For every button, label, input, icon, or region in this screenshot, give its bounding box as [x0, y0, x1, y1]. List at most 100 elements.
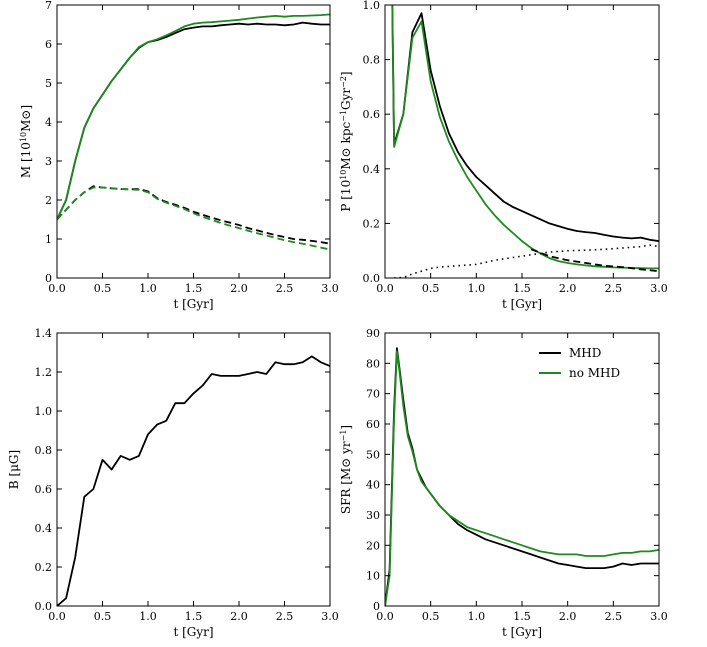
y-tick-label: 0.4 [35, 522, 53, 535]
x-tick-label: 3.0 [321, 610, 339, 623]
y-tick-label: 0.2 [363, 217, 381, 230]
x-tick-label: 2.5 [605, 282, 623, 295]
panel-bottom-right: 0.0 0.5 1.0 1.5 2.0 2.5 3.0 0 10 20 30 40 50 60 70 80 90… [339, 327, 668, 639]
y-tick-label: 90 [366, 327, 380, 340]
y-axis-label-part: Gyr [339, 88, 353, 110]
y-tick-label: 7 [45, 0, 52, 12]
x-tick-label: 2.0 [230, 282, 248, 295]
y-tick-label: 5 [45, 77, 52, 90]
y-tick-label: 60 [366, 418, 380, 431]
x-tick-label: 1.5 [185, 610, 203, 623]
y-axis-label: SFR [M⊙ yr−1] [339, 425, 354, 514]
y-axis-label: M [1010M⊙] [19, 105, 34, 178]
x-tick-label: 0.5 [422, 610, 440, 623]
x-tick-label: 2.5 [605, 610, 623, 623]
y-axis-label-part: M [10 [19, 142, 33, 178]
x-axis-label: t [Gyr] [173, 297, 213, 311]
y-axis-label: B [μG] [7, 450, 21, 489]
y-axis-label-part: SFR [M⊙ yr [339, 441, 353, 514]
y-tick-label: 0.0 [363, 272, 381, 285]
x-tick-label: 3.0 [650, 610, 668, 623]
y-tick-label: 1.0 [363, 0, 381, 12]
y-axis-label-part: ] [339, 425, 353, 430]
x-tick-label: 1.0 [139, 610, 157, 623]
y-axis-label-part: 10 [339, 170, 348, 180]
y-tick-label: 4 [45, 116, 52, 129]
y-tick-label: 0.0 [35, 600, 53, 613]
y-tick-label: 50 [366, 448, 380, 461]
y-tick-label: 0.8 [35, 444, 53, 457]
y-tick-label: 70 [366, 388, 380, 401]
y-tick-label: 0 [373, 600, 380, 613]
x-tick-label: 2.5 [276, 610, 294, 623]
x-tick-label: 0.0 [48, 610, 66, 623]
x-tick-label: 2.5 [276, 282, 294, 295]
series-no-mhd-dashed-line [57, 186, 330, 251]
panel-top-right: 0.0 0.5 1.0 1.5 2.0 2.5 3.0 0.0 0.2 0.4 0.6 0.8 1.0 t… [339, 0, 668, 311]
y-axis-label-part: M⊙] [19, 105, 33, 132]
series-mhd-line [57, 355, 330, 606]
y-axis-label-part: −1 [339, 430, 348, 442]
y-tick-label: 1.4 [35, 327, 53, 340]
x-axis-label: t [Gyr] [173, 625, 213, 639]
x-axis-label: t [Gyr] [502, 297, 542, 311]
x-tick-label: 2.0 [230, 610, 248, 623]
x-tick-label: 1.5 [185, 282, 203, 295]
x-tick-label: 1.5 [513, 610, 531, 623]
x-tick-label: 1.5 [513, 282, 531, 295]
y-tick-label: 0.8 [363, 54, 381, 67]
panel-top-left: 0.0 0.5 1.0 1.5 2.0 2.5 3.0 0 1 2 3 4 5 6 7 t [Gyr] M [1… [19, 0, 339, 311]
x-tick-label: 0.5 [94, 282, 112, 295]
y-tick-label: 3 [45, 155, 52, 168]
y-tick-label: 10 [366, 570, 380, 583]
y-tick-label: 80 [366, 357, 380, 370]
y-axis-label: P [1010M⊙ kpc−1Gyr−2] [339, 71, 354, 211]
y-axis-label-part: −2 [339, 76, 348, 88]
series-no-mhd-line [385, 350, 659, 606]
y-tick-label: 1.2 [35, 366, 53, 379]
y-axis-label-part: B [μG] [7, 450, 21, 489]
series-mhd-total-line [57, 21, 330, 220]
y-tick-label: 2 [45, 194, 52, 207]
y-tick-label: 20 [366, 539, 380, 552]
y-axis-label-part: ] [339, 71, 353, 76]
y-tick-label: 6 [45, 38, 52, 51]
y-tick-label: 0.4 [363, 163, 381, 176]
y-tick-label: 0.6 [35, 483, 53, 496]
legend-label-no-mhd: no MHD [569, 366, 620, 380]
y-tick-label: 1.0 [35, 405, 53, 418]
y-axis-label-part: 10 [19, 132, 28, 142]
axes-frame [56, 4, 331, 279]
x-tick-label: 2.0 [559, 282, 577, 295]
x-tick-label: 0.5 [94, 610, 112, 623]
x-tick-label: 0.5 [422, 282, 440, 295]
x-tick-label: 1.0 [468, 610, 486, 623]
series-mhd-dotted-line [394, 244, 659, 278]
x-tick-label: 1.0 [468, 282, 486, 295]
y-axis-label-part: −1 [339, 110, 348, 122]
x-axis-label: t [Gyr] [502, 625, 542, 639]
series-mhd-dashed-line [530, 248, 659, 273]
y-tick-label: 30 [366, 509, 380, 522]
axes-frame [56, 332, 331, 607]
series-mhd-line [385, 347, 659, 606]
legend-label-mhd: MHD [569, 346, 601, 360]
x-tick-label: 0.0 [376, 282, 394, 295]
x-tick-label: 0.0 [48, 282, 66, 295]
x-tick-label: 3.0 [650, 282, 668, 295]
y-tick-label: 0.6 [363, 108, 381, 121]
panel-bottom-left: 0.0 0.5 1.0 1.5 2.0 2.5 3.0 0.0 0.2 0.4 0.6 0.8 1.0 1… [7, 327, 339, 639]
x-tick-label: 1.0 [139, 282, 157, 295]
series-no-mhd-line [391, 5, 659, 270]
x-tick-label: 0.0 [376, 610, 394, 623]
y-axis-label-part: P [10 [339, 180, 353, 212]
series-no-mhd-total-line [57, 13, 330, 220]
x-tick-label: 3.0 [321, 282, 339, 295]
x-tick-label: 2.0 [559, 610, 577, 623]
y-tick-label: 0.2 [35, 561, 53, 574]
y-axis-label-part: M⊙ kpc [339, 121, 353, 169]
y-tick-label: 1 [45, 233, 52, 246]
y-tick-label: 40 [366, 479, 380, 492]
y-tick-label: 0 [45, 272, 52, 285]
